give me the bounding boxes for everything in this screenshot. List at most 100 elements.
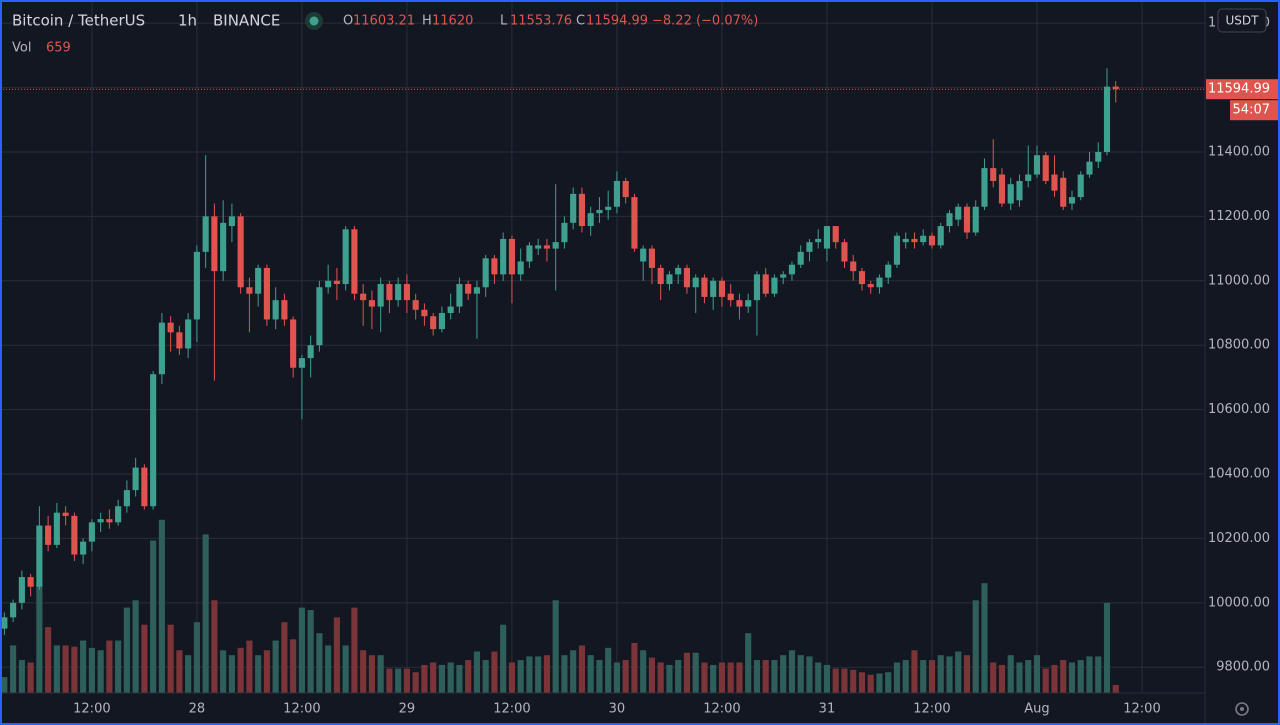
volume-bar (45, 627, 52, 693)
candle-body (430, 316, 437, 330)
candle-body (832, 226, 839, 243)
volume-bar (193, 622, 200, 693)
volume-bar (727, 662, 734, 693)
volume-bar (211, 600, 218, 693)
interval[interactable]: 1h (178, 12, 197, 30)
volume-bar (570, 650, 577, 693)
volume-bar (981, 583, 988, 693)
x-tick-label: 12:00 (913, 702, 950, 717)
volume-bar (543, 655, 550, 693)
last-price-label: 11594.99 (1208, 82, 1270, 97)
volume-bar (1025, 660, 1032, 693)
currency-button[interactable]: USDT (1217, 8, 1267, 33)
volume-bar (666, 664, 673, 693)
candle-body (395, 284, 402, 301)
y-tick-label: 11400.00 (1208, 144, 1270, 159)
candle-body (167, 322, 174, 333)
volume-bar (937, 655, 944, 693)
candle-body (1025, 174, 1032, 181)
volume-bar (342, 645, 349, 693)
candle-body (762, 274, 769, 294)
candle-body (578, 193, 585, 227)
y-tick-label: 10400.00 (1208, 467, 1270, 482)
volume-bar (753, 660, 761, 693)
candle-body (806, 242, 813, 252)
candle-body (36, 525, 43, 587)
volume-bar (972, 600, 979, 693)
volume-bar (500, 624, 507, 693)
volume-bar (815, 662, 822, 693)
volume-bar (648, 657, 656, 693)
candle-body (1103, 86, 1111, 152)
volume-bar (325, 645, 332, 693)
symbol-title: Bitcoin / TetherUS (12, 12, 145, 30)
candle-body (141, 467, 148, 507)
candle-body (45, 525, 52, 545)
settings-button[interactable] (1235, 702, 1249, 716)
ohlc-key: O (343, 14, 353, 29)
volume-bar (631, 642, 638, 693)
volume-bar (745, 633, 752, 693)
candle-body (1016, 180, 1023, 201)
volume-bar (508, 662, 515, 693)
candle-body (780, 274, 787, 278)
candle-body (27, 577, 34, 587)
volume-bar (176, 650, 183, 693)
volume-bar (53, 645, 60, 693)
volume-bar (613, 662, 621, 693)
volume-bar (150, 540, 157, 693)
settings-icon-center[interactable] (1240, 707, 1244, 711)
candle-body (1095, 151, 1102, 162)
candle-body (517, 261, 524, 275)
currency-button-box[interactable] (1217, 8, 1267, 33)
volume-bar (1086, 656, 1093, 693)
candle-body (920, 235, 927, 243)
currency-button-label[interactable]: USDT (1226, 14, 1260, 28)
candle-body (62, 512, 69, 516)
candle-body (97, 519, 104, 523)
volume-bar (911, 650, 918, 693)
candle-body (307, 345, 314, 359)
volume-bar (718, 662, 726, 693)
volume-bar (1033, 655, 1041, 693)
candle-body (281, 300, 288, 320)
candle-body (342, 229, 349, 285)
volume-bar (788, 650, 796, 693)
candle-body (158, 322, 165, 375)
volume-bar (123, 607, 130, 693)
candle-body (316, 287, 323, 346)
volume-bar (1103, 602, 1111, 693)
candle-body (648, 248, 656, 268)
candle-body (386, 284, 393, 301)
volume-bar (1077, 660, 1084, 693)
volume-bar (675, 660, 682, 693)
candle-body (132, 467, 139, 491)
candle-body (88, 522, 95, 542)
volume-bar (587, 655, 594, 693)
exchange: BINANCE (213, 12, 280, 30)
volume-bar (132, 600, 139, 693)
volume-bar (998, 664, 1006, 693)
candle-body (237, 216, 244, 288)
candle-body (841, 242, 848, 262)
x-tick-label: 12:00 (1123, 702, 1160, 717)
candle-body (657, 267, 664, 285)
volume-bar (360, 650, 367, 693)
settings-icon[interactable] (1235, 702, 1249, 716)
volume-bar (27, 662, 34, 693)
volume-bar (902, 660, 909, 693)
volume-bar (893, 662, 901, 693)
volume-bar (578, 645, 585, 693)
x-tick-label: 12:00 (493, 702, 530, 717)
volume-bar (552, 600, 559, 693)
y-tick-label: 9800.00 (1216, 660, 1270, 675)
volume-bar (701, 662, 708, 693)
volume-bar (526, 656, 533, 693)
y-tick-label: 11000.00 (1208, 273, 1270, 288)
candle-body (815, 238, 822, 243)
volume-bar (762, 660, 769, 693)
volume-bar (963, 655, 971, 693)
candle-body (18, 577, 25, 603)
candle-body (263, 267, 270, 320)
candle-body (736, 300, 743, 307)
